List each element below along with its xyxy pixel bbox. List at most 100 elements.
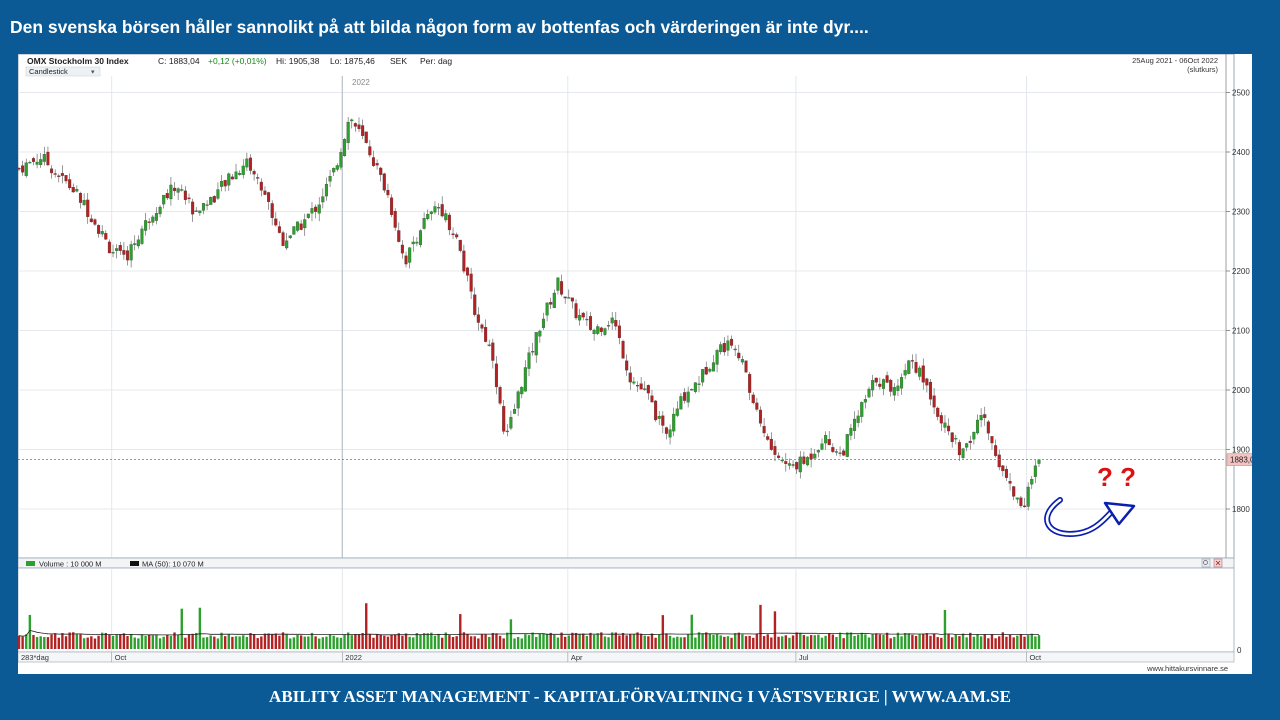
volume-bar bbox=[752, 637, 755, 649]
volume-bar bbox=[375, 634, 379, 649]
candle-body bbox=[194, 210, 198, 212]
candle-body bbox=[726, 340, 730, 351]
volume-bar bbox=[386, 636, 390, 649]
volume-bar bbox=[1012, 637, 1015, 649]
candle-body bbox=[603, 328, 607, 335]
volume-bar bbox=[296, 634, 299, 649]
volume-bar bbox=[947, 633, 950, 649]
volume-bar bbox=[708, 633, 712, 649]
close-panel-icon[interactable] bbox=[1213, 558, 1223, 568]
volume-bar bbox=[346, 632, 350, 649]
volume-bar bbox=[43, 637, 46, 649]
candle-body bbox=[371, 157, 375, 166]
volume-bar bbox=[672, 637, 675, 649]
candle-body bbox=[78, 192, 83, 203]
volume-bar bbox=[176, 634, 180, 649]
volume-bar bbox=[730, 637, 733, 649]
candle-body bbox=[480, 324, 484, 329]
candle-body bbox=[71, 187, 75, 193]
volume-bar bbox=[129, 633, 133, 649]
candle-body bbox=[205, 204, 209, 206]
volume-bar bbox=[556, 637, 560, 649]
candle-body bbox=[317, 204, 321, 214]
volume-bar bbox=[932, 633, 936, 649]
volume-bar bbox=[770, 637, 773, 649]
candle-body bbox=[346, 121, 350, 143]
volume-bar bbox=[748, 635, 751, 649]
footer-text: ABILITY ASSET MANAGEMENT - KAPITALFÖRVAL… bbox=[269, 687, 1011, 706]
volume-bar bbox=[1026, 635, 1030, 649]
candle-body bbox=[965, 443, 969, 448]
volume-bar bbox=[780, 636, 784, 649]
volume-bar bbox=[914, 635, 918, 649]
candle-body bbox=[140, 228, 144, 244]
candle-body bbox=[892, 387, 896, 396]
change-value: +0,12 (+0,01%) bbox=[208, 56, 267, 66]
candle-body bbox=[845, 434, 849, 457]
volume-bar bbox=[140, 634, 144, 649]
current-price-label: 1883,0 bbox=[1230, 456, 1252, 465]
volume-bar bbox=[133, 637, 136, 649]
volume-bar bbox=[451, 636, 455, 649]
volume-bar bbox=[459, 614, 462, 649]
volume-bar bbox=[983, 634, 986, 649]
candle-body bbox=[165, 193, 169, 199]
volume-bar bbox=[889, 638, 892, 649]
volume-bar bbox=[184, 637, 187, 649]
candle-body bbox=[328, 176, 332, 182]
volume-bar bbox=[433, 635, 437, 649]
candle-body bbox=[968, 440, 972, 443]
chart-type-selector[interactable]: Candlestick ▾ bbox=[25, 66, 101, 77]
candle-body bbox=[585, 318, 589, 321]
candle-body bbox=[932, 395, 936, 408]
volume-bar bbox=[509, 619, 513, 649]
candle-body bbox=[375, 163, 379, 166]
candle-body bbox=[903, 370, 907, 376]
volume-bar bbox=[603, 636, 607, 649]
x-tick-label: Oct bbox=[115, 653, 128, 662]
volume-bar bbox=[278, 635, 281, 649]
volume-bar bbox=[690, 614, 693, 649]
candle-body bbox=[357, 124, 361, 130]
volume-bar bbox=[607, 637, 610, 649]
candle-body bbox=[42, 154, 46, 162]
candle-body bbox=[487, 344, 491, 346]
volume-bar bbox=[252, 634, 256, 649]
candle-body bbox=[607, 325, 611, 327]
candle-body bbox=[661, 415, 665, 426]
zoom-icon[interactable] bbox=[1201, 558, 1211, 568]
volume-bar bbox=[950, 637, 954, 649]
volume-bar bbox=[39, 636, 42, 649]
candle-body bbox=[871, 380, 875, 391]
candle-body bbox=[455, 234, 459, 238]
volume-bar bbox=[1005, 636, 1008, 649]
candle-body bbox=[925, 378, 929, 386]
volume-bar bbox=[448, 635, 451, 649]
volume-bar bbox=[502, 638, 505, 649]
volume-bar bbox=[155, 635, 158, 649]
volume-bar bbox=[574, 632, 578, 649]
candle-body bbox=[440, 204, 444, 217]
volume-bar bbox=[21, 636, 24, 649]
candle-body bbox=[256, 177, 260, 179]
candle-body bbox=[664, 427, 668, 434]
candle-body bbox=[997, 454, 1001, 468]
candle-body bbox=[751, 394, 755, 404]
candle-body bbox=[675, 408, 679, 416]
volume-bar bbox=[310, 632, 314, 649]
candle-body bbox=[672, 413, 676, 432]
candle-body bbox=[75, 189, 79, 192]
volume-bar bbox=[589, 632, 592, 649]
candle-body bbox=[24, 162, 28, 176]
volume-bar bbox=[17, 635, 21, 649]
candle-body bbox=[950, 432, 954, 442]
volume-bar bbox=[585, 635, 589, 649]
candle-body bbox=[277, 226, 281, 233]
stock-chart: OMX Stockholm 30 Index C: 1883,04 +0,12 … bbox=[17, 53, 1264, 673]
volume-bar bbox=[524, 634, 527, 649]
ma-legend: MA (50): 10 070 M bbox=[142, 560, 204, 569]
candle-body bbox=[643, 388, 647, 390]
volume-bar bbox=[1030, 633, 1033, 649]
candle-body bbox=[125, 250, 130, 261]
candle-body bbox=[900, 377, 904, 389]
